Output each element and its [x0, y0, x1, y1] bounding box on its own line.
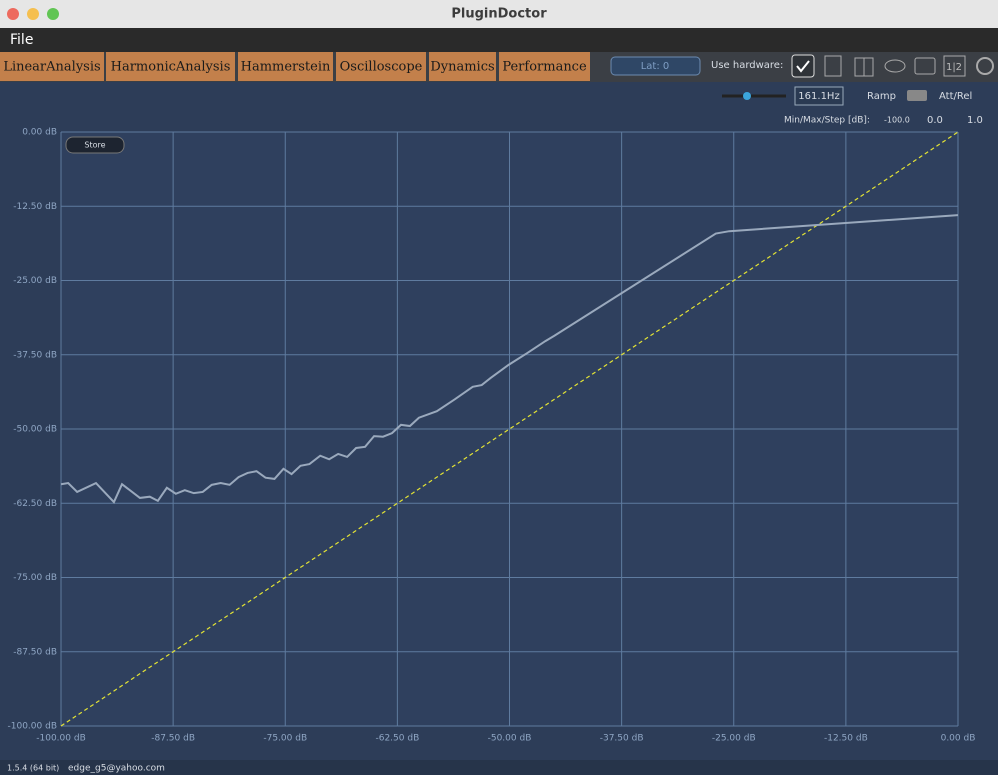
tab[interactable]: [0, 52, 104, 81]
x-tick-label: -37.50 dB: [600, 734, 644, 744]
y-tick-label: -50.00 dB: [13, 425, 57, 435]
tab-label[interactable]: HarmonicAnalysis: [111, 60, 231, 75]
y-tick-label: -37.50 dB: [13, 350, 57, 360]
latency: Lat: 0: [641, 61, 670, 72]
min-max-step-label: Min/Max/Step [dB]:: [784, 116, 870, 126]
minimize-button[interactable]: [27, 8, 39, 20]
tab[interactable]: [336, 52, 426, 81]
x-tick-label: -12.50 dB: [824, 734, 868, 744]
step-value: 1.0: [967, 115, 983, 126]
tab-label[interactable]: Dynamics: [430, 60, 494, 75]
y-tick-label: -62.50 dB: [13, 499, 57, 509]
y-tick-label: 0.00 dB: [22, 128, 57, 138]
window-title: PluginDoctor: [451, 7, 547, 22]
reference-line: [60, 131, 959, 727]
x-tick-label: -75.00 dB: [263, 734, 307, 744]
slider-knob[interactable]: [743, 92, 751, 100]
y-tick-label: -87.50 dB: [13, 647, 57, 657]
compare-label: 1|2: [946, 62, 962, 73]
status-bar: [0, 760, 998, 775]
x-tick-label: -87.50 dB: [151, 734, 195, 744]
frequency-box[interactable]: [794, 86, 844, 106]
eye-icon[interactable]: [884, 59, 906, 73]
max-value: 0.0: [927, 115, 943, 126]
ramp-label: Ramp: [867, 91, 896, 102]
att-rel-label: Att/Rel: [939, 91, 972, 102]
title-bar: [0, 0, 998, 28]
tab-label[interactable]: Performance: [502, 60, 587, 75]
x-tick-label: -50.00 dB: [488, 734, 532, 744]
compare-icon[interactable]: [943, 55, 966, 77]
store-button[interactable]: [65, 136, 125, 154]
y-tick-label: -100.00 dB: [8, 722, 58, 732]
book-icon[interactable]: [854, 57, 874, 77]
camera-icon[interactable]: [914, 57, 936, 75]
tab-label[interactable]: Hammerstein: [241, 60, 331, 75]
tab[interactable]: [106, 52, 235, 81]
att-rel-toggle[interactable]: [907, 90, 927, 101]
zoom-button[interactable]: [47, 8, 59, 20]
store-label: Store: [84, 141, 105, 150]
tab[interactable]: [238, 52, 333, 81]
latency-box: [610, 56, 701, 76]
menu-item[interactable]: File: [10, 32, 33, 48]
tab[interactable]: [429, 52, 496, 81]
x-tick-label: 0.00 dB: [941, 734, 976, 744]
hardware-checkbox[interactable]: [791, 54, 815, 78]
settings-icon[interactable]: [976, 57, 994, 75]
frequency: 161.1Hz: [798, 91, 839, 102]
notes-icon[interactable]: [824, 55, 842, 77]
x-tick-label: -62.50 dB: [375, 734, 419, 744]
tab-label[interactable]: Oscilloscope: [340, 60, 423, 75]
min-value: -100.0: [884, 116, 910, 125]
plot: [60, 131, 959, 727]
tab[interactable]: [499, 52, 590, 81]
y-tick-label: -12.50 dB: [13, 202, 57, 212]
response-line: [60, 214, 959, 504]
version: 1.5.4 (64 bit): [7, 764, 59, 773]
tab-label[interactable]: LinearAnalysis: [3, 60, 100, 75]
close-button[interactable]: [7, 8, 19, 20]
use-hardware-label: Use hardware:: [711, 60, 783, 71]
x-tick-label: -100.00 dB: [36, 734, 86, 744]
check-icon: [796, 60, 810, 73]
user: edge_g5@yahoo.com: [68, 764, 165, 774]
y-tick-label: -25.00 dB: [13, 276, 57, 286]
menu-bar: [0, 28, 998, 52]
y-tick-label: -75.00 dB: [13, 573, 57, 583]
x-tick-label: -25.00 dB: [712, 734, 756, 744]
